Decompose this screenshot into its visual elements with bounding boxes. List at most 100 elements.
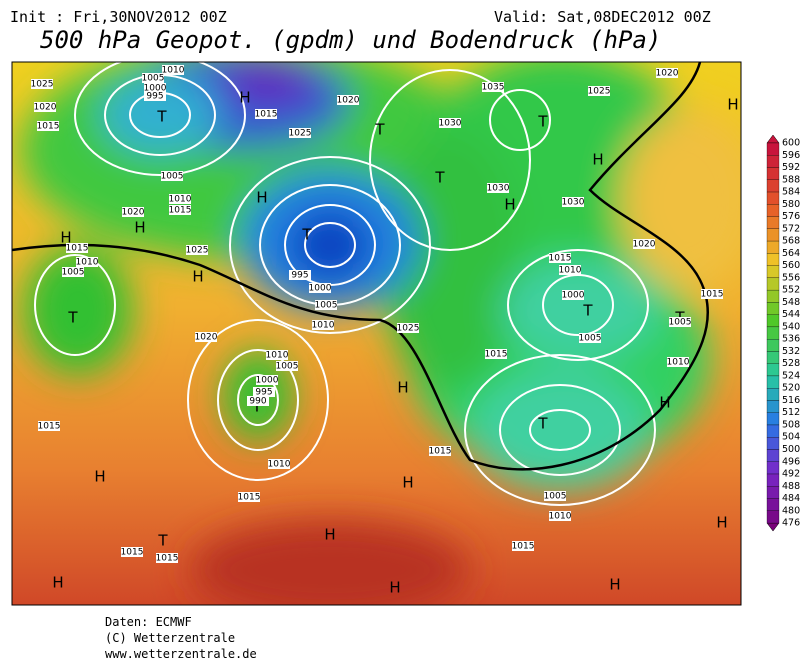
valid-time: Valid: Sat,08DEC2012 00Z	[494, 8, 711, 26]
colorbar-tick-label: 476	[782, 518, 800, 529]
isobar-label-bg	[429, 446, 451, 456]
isobar-label-bg	[144, 91, 166, 101]
colorbar-tick-label: 584	[782, 187, 800, 198]
pressure-center: H	[192, 268, 203, 286]
isobar-label: 1010	[559, 266, 582, 276]
isobar-label: 1015	[38, 422, 61, 432]
isobar-label-bg	[161, 171, 183, 181]
pressure-center: T	[537, 415, 548, 433]
isobar-label-bg	[667, 357, 689, 367]
isobar-label: 995	[146, 92, 163, 102]
colorbar-tick-label: 540	[782, 321, 800, 332]
pressure-center: T	[251, 398, 262, 416]
colorbar-tick-label: 600	[782, 138, 800, 149]
isobar-label: 1005	[276, 362, 299, 372]
map-frame	[11, 61, 742, 606]
isobar-label: 1025	[397, 324, 420, 334]
isobar-label-bg	[34, 102, 56, 112]
isobar-label: 1005	[315, 301, 338, 311]
colorbar-tick-label: 568	[782, 236, 800, 247]
isobar-label: 1015	[37, 122, 60, 132]
colorbar-tick-label: 532	[782, 346, 800, 357]
isobar-label-bg	[485, 349, 507, 359]
isobar-label: 1035	[482, 83, 505, 93]
isobar-label-bg	[276, 361, 298, 371]
map-title: 500 hPa Geopot. (gpdm) und Bodendruck (h…	[40, 26, 661, 54]
colorbar-tick-label: 512	[782, 407, 800, 418]
isobar-label: 1020	[337, 96, 360, 106]
pressure-center: H	[60, 229, 71, 247]
isobar-label-bg	[37, 121, 59, 131]
colorbar-tick-label: 516	[782, 395, 800, 406]
colorbar-swatch	[766, 265, 780, 279]
isobar-label: 1025	[289, 129, 312, 139]
isobar-label: 1015	[701, 290, 724, 300]
pressure-center: H	[727, 96, 738, 114]
colorbar-tick-label: 552	[782, 285, 800, 296]
colorbar-tick-label: 520	[782, 383, 800, 394]
colorbar-tick-label: 504	[782, 432, 800, 443]
colorbar-swatch	[766, 375, 780, 389]
isobar-label-bg	[487, 183, 509, 193]
isobar-label: 1020	[34, 103, 57, 113]
colorbar-swatch	[766, 412, 780, 426]
isobar-label-bg	[579, 333, 601, 343]
isobar-label: 1000	[144, 84, 167, 94]
isobar-label: 995	[255, 388, 272, 398]
isobar-label: 1015	[485, 350, 508, 360]
isobar-label-bg	[144, 83, 166, 93]
colorbar-swatch	[766, 228, 780, 242]
isobar-label-bg	[549, 511, 571, 521]
isobar-label-bg	[633, 239, 655, 249]
isobar-label-bg	[169, 205, 191, 215]
isobar-label-bg	[31, 79, 53, 89]
colorbar-cap-top	[766, 134, 780, 144]
pressure-center: H	[52, 574, 63, 592]
isobar-label: 995	[291, 271, 308, 281]
footer-url: www.wetterzentrale.de	[105, 647, 257, 661]
isobar-label-bg	[122, 207, 144, 217]
isobar-label: 1000	[562, 291, 585, 301]
colorbar-tick-label: 544	[782, 309, 800, 320]
colorbar-swatch	[766, 510, 780, 524]
pressure-center: T	[156, 108, 167, 126]
colorbar-tick-label: 556	[782, 272, 800, 283]
colorbar-tick-label: 560	[782, 260, 800, 271]
pressure-center: H	[239, 89, 250, 107]
colorbar-swatch	[766, 277, 780, 291]
isobar-label-bg	[549, 253, 571, 263]
colorbar-swatch	[766, 437, 780, 450]
isobar-label: 1005	[579, 334, 602, 344]
pressure-center: H	[504, 196, 515, 214]
pressure-center: T	[67, 309, 78, 327]
isobar-label: 1005	[62, 268, 85, 278]
isobar-label: 1030	[487, 184, 510, 194]
isobar-label: 1020	[122, 208, 145, 218]
isobar-label: 1020	[656, 69, 679, 79]
colorbar-tick-label: 496	[782, 456, 800, 467]
isobar-label-bg	[669, 317, 691, 327]
footer-copyright: (C) Wetterzentrale	[105, 631, 235, 645]
colorbar-swatch	[766, 253, 780, 266]
pressure-center: T	[582, 302, 593, 320]
pressure-center: T	[434, 169, 445, 187]
colorbar-swatch	[766, 461, 780, 475]
isobar-label: 1000	[309, 284, 332, 294]
colorbar-swatch	[766, 179, 780, 193]
colorbar-tick-label: 500	[782, 444, 800, 455]
colorbar-swatch	[766, 363, 780, 377]
isobar-label-bg	[268, 459, 290, 469]
isobar-label: 1010	[169, 195, 192, 205]
isobar-label-bg	[289, 270, 311, 280]
colorbar-swatch	[766, 142, 780, 156]
pressure-center: T	[301, 226, 312, 244]
isobar-label-bg	[482, 82, 504, 92]
colorbar-swatch	[766, 351, 780, 364]
isobar-label: 1015	[238, 493, 261, 503]
isobar-label-bg	[337, 95, 359, 105]
pressure-center: T	[374, 121, 385, 139]
colorbar-tick-label: 524	[782, 370, 800, 381]
colorbar-swatch	[766, 424, 780, 438]
isobar-label: 1005	[544, 492, 567, 502]
